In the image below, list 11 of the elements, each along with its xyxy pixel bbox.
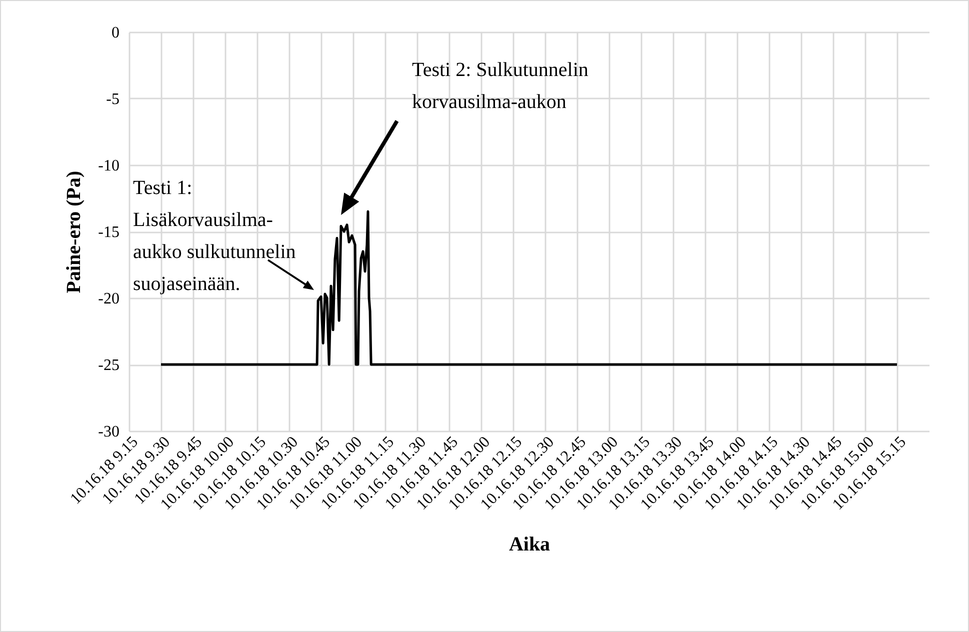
annotation: Testi 1: Lisäkorvausilma- aukko sulkutunnelin suojaseinään. <box>133 177 296 295</box>
y-tick-label: -10 <box>98 158 120 174</box>
y-tick-label: -30 <box>98 424 120 440</box>
y-axis-title: Paine-ero (Pa) <box>63 170 86 294</box>
y-tick-label: -25 <box>98 357 120 374</box>
x-axis-title: Aika <box>508 534 550 556</box>
y-tick-label: 0 <box>112 24 120 42</box>
y-tick-label: -20 <box>98 290 120 308</box>
y-tick-label: -15 <box>98 224 120 241</box>
y-tick-label: -5 <box>106 91 120 108</box>
annotation: Testi 2: Sulkutunnelin korvausilma-aukon <box>412 59 588 113</box>
